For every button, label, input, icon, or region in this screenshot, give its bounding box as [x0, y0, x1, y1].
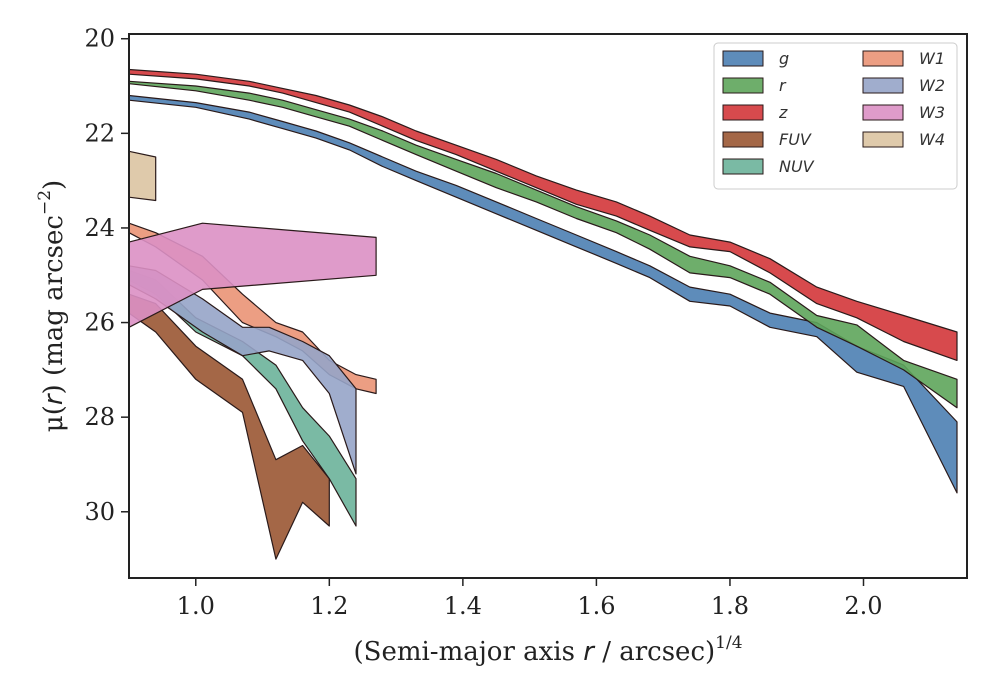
x-tick-label: 1.8 — [711, 592, 749, 620]
legend-label-w3: W3 — [919, 103, 945, 122]
x-tick-label: 1.4 — [444, 592, 482, 620]
band-fuv — [128, 293, 330, 560]
y-tick-label: 24 — [84, 214, 115, 242]
legend: grz FUV NUV W1 W2 W3 W4 — [713, 42, 958, 190]
legend-label-nuv: NUV — [779, 157, 815, 176]
x-tick-label: 1.6 — [577, 592, 615, 620]
legend-label-fuv: FUV — [779, 130, 812, 149]
legend-label-w1: W1 — [919, 49, 945, 68]
legend-label-w2: W2 — [919, 76, 945, 95]
x-tick-label: 2.0 — [844, 592, 882, 620]
y-tick-label: 20 — [84, 25, 115, 53]
band-r — [128, 80, 958, 409]
legend-swatch-w4 — [862, 131, 904, 148]
legend-swatch-fuv — [722, 131, 764, 148]
y-tick-label: 28 — [84, 403, 115, 431]
y-tick-label: 30 — [84, 498, 115, 526]
legend-swatch-r — [722, 77, 764, 94]
x-axis-ticks: 1.0 1.2 1.4 1.6 1.8 2.0 — [177, 578, 883, 620]
y-axis-ticks: 20 22 24 26 28 30 — [84, 25, 129, 526]
legend-swatch-w1 — [862, 50, 904, 67]
legend-swatch-w3 — [862, 104, 904, 121]
legend-swatch-g — [722, 50, 764, 67]
legend-label-z: z — [778, 103, 788, 122]
x-axis-label: (Semi-major axis r / arcsec)1/4 — [353, 633, 742, 667]
y-axis-label: μ(r) (mag arcsec−2) — [35, 180, 69, 432]
band-z — [128, 68, 958, 361]
x-tick-label: 1.2 — [310, 592, 348, 620]
y-tick-label: 22 — [84, 119, 115, 147]
y-tick-label: 26 — [84, 309, 115, 337]
legend-swatch-w2 — [862, 77, 904, 94]
legend-swatch-nuv — [722, 158, 764, 175]
x-tick-label: 1.0 — [177, 592, 215, 620]
band-areas — [128, 68, 958, 560]
band-w2 — [128, 265, 357, 475]
plot-frame — [128, 33, 968, 579]
band-g — [128, 94, 958, 494]
legend-label-w4: W4 — [919, 130, 945, 149]
legend-swatch-z — [722, 104, 764, 121]
legend-label-g: g — [779, 49, 789, 68]
legend-label-r: r — [779, 76, 787, 95]
band-w4 — [128, 150, 157, 202]
